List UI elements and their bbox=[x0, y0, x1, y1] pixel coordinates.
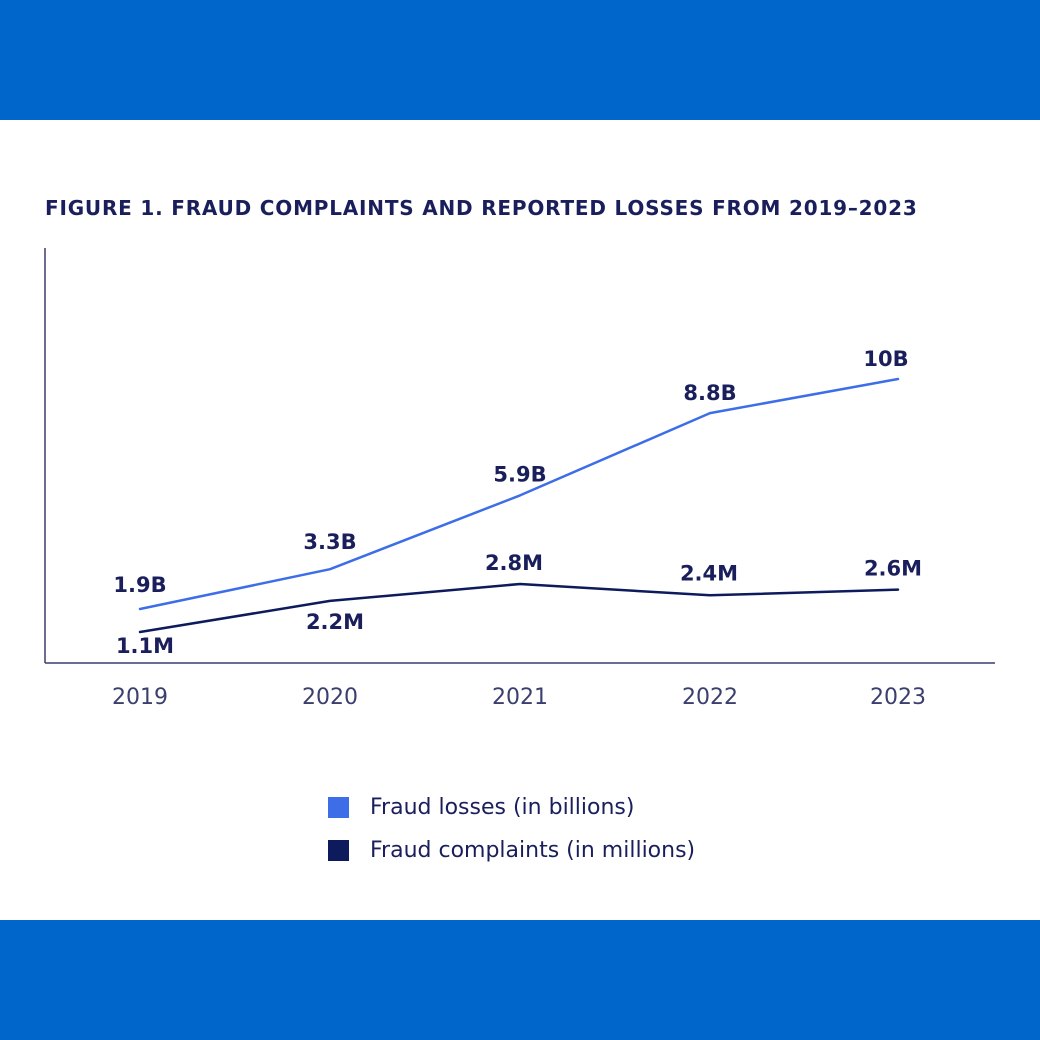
data-label-losses-2021: 5.9B bbox=[493, 462, 546, 486]
data-label-losses-2020: 3.3B bbox=[303, 530, 356, 554]
top-banner bbox=[0, 0, 1040, 120]
legend-swatch-complaints bbox=[328, 840, 349, 861]
chart-title: FIGURE 1. FRAUD COMPLAINTS AND REPORTED … bbox=[45, 196, 918, 220]
legend-item-losses: Fraud losses (in billions) bbox=[328, 786, 695, 829]
data-label-complaints-2022: 2.4M bbox=[680, 561, 738, 585]
data-label-layer: 1.9B 3.3B 5.9B 8.8B 10B 1.1M 2.2M 2.8M 2.4M 2.6M bbox=[113, 347, 922, 658]
data-label-complaints-2023: 2.6M bbox=[864, 557, 922, 581]
bottom-banner bbox=[0, 920, 1040, 1040]
legend-label-complaints: Fraud complaints (in millions) bbox=[370, 838, 696, 863]
legend: Fraud losses (in billions) Fraud complai… bbox=[328, 786, 695, 872]
data-label-complaints-2019: 1.1M bbox=[116, 634, 174, 658]
x-tick-layer: 2019 2020 2021 2022 2023 bbox=[112, 685, 926, 710]
data-label-complaints-2020: 2.2M bbox=[306, 610, 364, 634]
legend-label-losses: Fraud losses (in billions) bbox=[370, 795, 635, 820]
x-tick-label-2023: 2023 bbox=[870, 685, 926, 710]
x-tick-label-2021: 2021 bbox=[492, 685, 548, 710]
series-line-complaints bbox=[138, 582, 900, 634]
data-label-losses-2023: 10B bbox=[863, 347, 908, 371]
data-label-losses-2022: 8.8B bbox=[683, 381, 736, 405]
legend-item-complaints: Fraud complaints (in millions) bbox=[328, 829, 695, 872]
x-tick-label-2020: 2020 bbox=[302, 685, 358, 710]
data-label-complaints-2021: 2.8M bbox=[485, 551, 543, 575]
x-tick-label-2019: 2019 bbox=[112, 685, 168, 710]
series-line-losses bbox=[138, 377, 900, 611]
data-label-losses-2019: 1.9B bbox=[113, 573, 166, 597]
series-layer bbox=[138, 377, 900, 634]
x-tick-label-2022: 2022 bbox=[682, 685, 738, 710]
legend-swatch-losses bbox=[328, 797, 349, 818]
